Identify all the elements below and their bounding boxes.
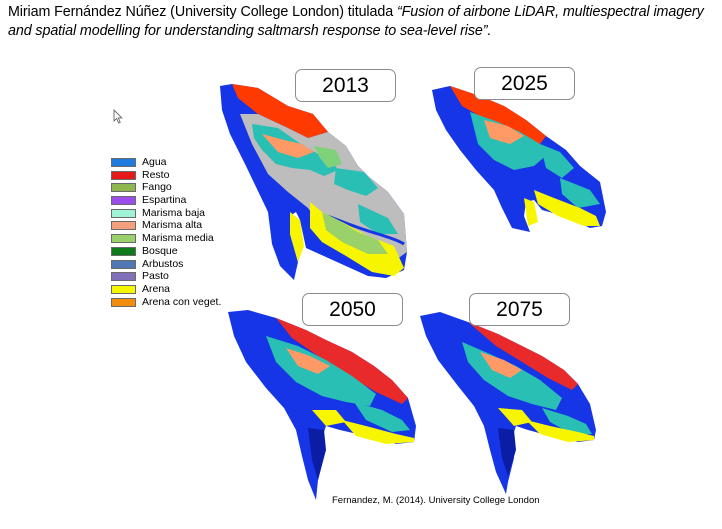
- caption-text: Miriam Fernández Núñez (University Colle…: [8, 4, 397, 20]
- legend-label: Marisma alta: [142, 219, 203, 232]
- legend-swatch: [111, 234, 136, 244]
- legend-label: Marisma baja: [142, 206, 206, 219]
- year-label-2050: 2050: [302, 293, 403, 326]
- legend-swatch: [111, 208, 136, 218]
- legend-swatch: [111, 170, 136, 180]
- caption-thesis-title: “Fusion of airbone LiDAR, multiespectral…: [8, 4, 704, 39]
- legend-label: Marisma media: [142, 232, 214, 245]
- year-label-2075: 2075: [469, 293, 570, 326]
- map-2013: [220, 84, 407, 280]
- arrow-cursor-icon: [113, 109, 123, 124]
- map-2050: [228, 310, 416, 500]
- caption: Miriam Fernández Núñez (University Colle…: [8, 3, 714, 41]
- legend-swatch: [111, 284, 136, 294]
- legend-label: Arena con veget.: [142, 295, 222, 308]
- source-credit: Fernandez, M. (2014). University College…: [332, 495, 540, 506]
- legend-label: Arbustos: [142, 257, 184, 270]
- year-label-2013: 2013: [295, 69, 396, 102]
- map-2075: [420, 312, 596, 494]
- legend-swatch: [111, 272, 136, 282]
- legend-swatch: [111, 183, 136, 193]
- legend-swatch: [111, 246, 136, 256]
- legend-label: Fango: [142, 181, 172, 194]
- legend-swatch: [111, 221, 136, 231]
- legend-swatch: [111, 158, 136, 167]
- legend-swatch: [111, 259, 136, 269]
- legend-label: Bosque: [142, 244, 178, 257]
- legend-label: Arena: [142, 282, 171, 295]
- legend-label: Agua: [142, 156, 167, 168]
- year-label-2025: 2025: [474, 67, 575, 100]
- legend-label: Resto: [142, 168, 170, 181]
- legend-swatch: [111, 297, 136, 307]
- legend-swatch: [111, 196, 136, 206]
- legend-label: Pasto: [142, 270, 169, 283]
- legend-label: Espartina: [142, 194, 187, 207]
- map-2025: [432, 86, 606, 232]
